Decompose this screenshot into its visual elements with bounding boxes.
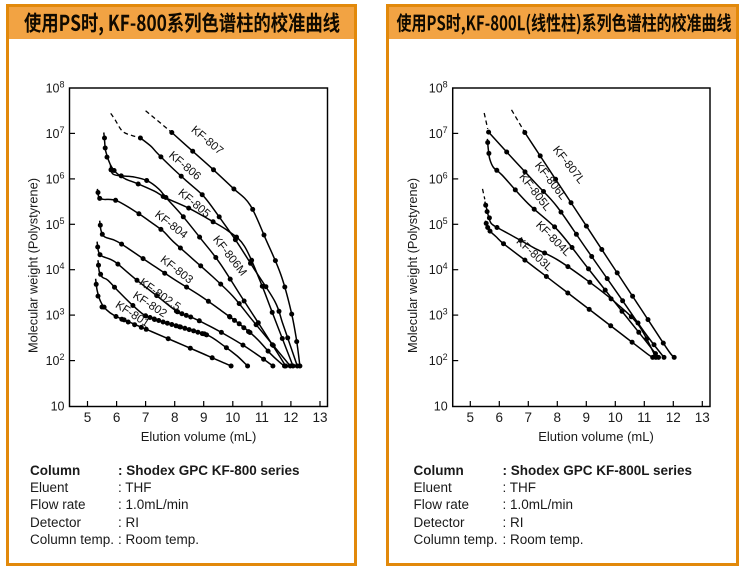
svg-text:102: 102 (46, 352, 65, 368)
svg-text:Molecular weight (Polystyrene): Molecular weight (Polystyrene) (26, 178, 41, 353)
svg-text:107: 107 (429, 125, 448, 141)
svg-text:7: 7 (525, 410, 533, 425)
svg-text:Elution volume (mL): Elution volume (mL) (538, 429, 654, 444)
svg-text:10: 10 (51, 400, 65, 414)
svg-text:11: 11 (637, 410, 651, 425)
svg-text:10: 10 (608, 410, 623, 425)
svg-text:12: 12 (283, 410, 298, 425)
svg-text:103: 103 (429, 307, 448, 323)
svg-text:107: 107 (46, 125, 65, 141)
svg-text:105: 105 (46, 216, 65, 232)
svg-text:108: 108 (429, 80, 448, 96)
svg-text:12: 12 (666, 410, 681, 425)
svg-text:102: 102 (429, 352, 448, 368)
svg-text:Elution volume (mL): Elution volume (mL) (141, 429, 257, 444)
svg-text:Molecular weight (Polystyrene): Molecular weight (Polystyrene) (405, 178, 420, 353)
svg-text:10: 10 (225, 410, 240, 425)
svg-text:10: 10 (434, 400, 448, 414)
svg-text:9: 9 (200, 410, 208, 425)
svg-text:106: 106 (429, 170, 448, 186)
svg-text:105: 105 (429, 216, 448, 232)
svg-text:13: 13 (695, 410, 710, 425)
svg-text:103: 103 (46, 307, 65, 323)
svg-text:5: 5 (84, 410, 92, 425)
svg-text:9: 9 (583, 410, 591, 425)
svg-text:6: 6 (113, 410, 121, 425)
svg-text:104: 104 (46, 261, 65, 277)
svg-text:8: 8 (554, 410, 562, 425)
svg-text:7: 7 (142, 410, 150, 425)
svg-text:8: 8 (171, 410, 179, 425)
svg-text:106: 106 (46, 170, 65, 186)
svg-text:6: 6 (496, 410, 504, 425)
svg-text:KF-804: KF-804 (152, 209, 190, 242)
svg-text:104: 104 (429, 261, 448, 277)
svg-text:13: 13 (312, 410, 327, 425)
svg-text:5: 5 (467, 410, 475, 425)
svg-text:11: 11 (255, 410, 269, 425)
svg-text:108: 108 (46, 80, 65, 96)
